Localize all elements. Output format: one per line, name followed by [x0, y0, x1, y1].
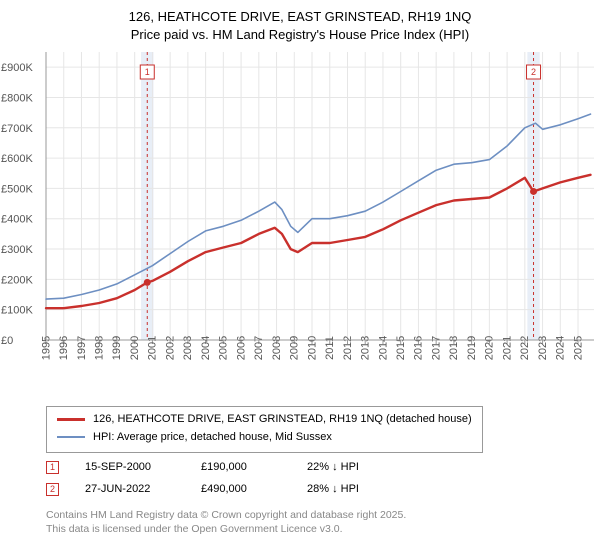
svg-text:2022: 2022 [519, 336, 531, 360]
svg-text:£400K: £400K [1, 214, 33, 226]
sale-row: 2 27-JUN-2022 £490,000 28% ↓ HPI [46, 478, 359, 500]
svg-text:£200K: £200K [1, 274, 33, 286]
svg-text:£800K: £800K [1, 92, 33, 104]
svg-text:2012: 2012 [342, 336, 354, 360]
legend-swatch [57, 436, 85, 438]
svg-text:2023: 2023 [537, 336, 549, 360]
legend-item: HPI: Average price, detached house, Mid … [57, 429, 472, 447]
attribution-line-1: Contains HM Land Registry data © Crown c… [46, 508, 406, 522]
attribution: Contains HM Land Registry data © Crown c… [46, 508, 406, 536]
svg-text:1997: 1997 [76, 336, 88, 360]
svg-text:£300K: £300K [1, 244, 33, 256]
svg-text:2015: 2015 [395, 336, 407, 360]
sale-delta: 28% ↓ HPI [307, 483, 359, 495]
svg-text:£0: £0 [1, 335, 13, 347]
svg-text:2001: 2001 [147, 336, 159, 360]
legend-swatch [57, 418, 85, 421]
svg-text:2024: 2024 [555, 336, 567, 360]
title-line-2: Price paid vs. HM Land Registry's House … [8, 26, 592, 44]
svg-text:2014: 2014 [377, 336, 389, 360]
legend-label: HPI: Average price, detached house, Mid … [93, 429, 332, 447]
svg-text:2008: 2008 [271, 336, 283, 360]
sale-price: £490,000 [201, 483, 281, 495]
svg-text:2013: 2013 [360, 336, 372, 360]
svg-text:£500K: £500K [1, 183, 33, 195]
svg-text:£600K: £600K [1, 153, 33, 165]
svg-text:1999: 1999 [111, 336, 123, 360]
page-root: 126, HEATHCOTE DRIVE, EAST GRINSTEAD, RH… [0, 0, 600, 560]
chart-title: 126, HEATHCOTE DRIVE, EAST GRINSTEAD, RH… [0, 0, 600, 45]
svg-text:2: 2 [531, 67, 536, 77]
legend-item: 126, HEATHCOTE DRIVE, EAST GRINSTEAD, RH… [57, 411, 472, 429]
svg-text:2000: 2000 [129, 336, 141, 360]
svg-text:1996: 1996 [58, 336, 70, 360]
svg-text:2019: 2019 [466, 336, 478, 360]
svg-text:2021: 2021 [501, 336, 513, 360]
svg-text:1998: 1998 [94, 336, 106, 360]
legend: 126, HEATHCOTE DRIVE, EAST GRINSTEAD, RH… [46, 406, 483, 453]
sale-date: 27-JUN-2022 [85, 483, 175, 495]
svg-text:2002: 2002 [164, 336, 176, 360]
chart-svg: £0 £100K £200K £300K £400K £500K £600K £700K £80… [0, 46, 600, 396]
attribution-line-2: This data is licensed under the Open Gov… [46, 522, 406, 536]
svg-text:2007: 2007 [253, 336, 265, 360]
sale-date: 15-SEP-2000 [85, 461, 175, 473]
svg-text:£100K: £100K [1, 305, 33, 317]
svg-text:2025: 2025 [572, 336, 584, 360]
svg-text:2005: 2005 [218, 336, 230, 360]
sale-marker-icon: 1 [46, 461, 59, 474]
sale-row: 1 15-SEP-2000 £190,000 22% ↓ HPI [46, 456, 359, 478]
svg-text:2006: 2006 [235, 336, 247, 360]
sales-table: 1 15-SEP-2000 £190,000 22% ↓ HPI 2 27-JUN-202… [46, 456, 359, 500]
svg-text:1: 1 [145, 67, 150, 77]
sale-price: £190,000 [201, 461, 281, 473]
svg-text:2018: 2018 [448, 336, 460, 360]
svg-text:2020: 2020 [484, 336, 496, 360]
title-line-1: 126, HEATHCOTE DRIVE, EAST GRINSTEAD, RH… [8, 8, 592, 26]
chart-area: £0 £100K £200K £300K £400K £500K £600K £700K £80… [0, 46, 600, 396]
svg-text:2017: 2017 [430, 336, 442, 360]
sale-delta: 22% ↓ HPI [307, 461, 359, 473]
svg-text:2016: 2016 [413, 336, 425, 360]
sale-marker-icon: 2 [46, 483, 59, 496]
svg-text:£900K: £900K [1, 62, 33, 74]
svg-text:£700K: £700K [1, 123, 33, 135]
svg-text:2010: 2010 [306, 336, 318, 360]
legend-label: 126, HEATHCOTE DRIVE, EAST GRINSTEAD, RH… [93, 411, 472, 429]
svg-text:2009: 2009 [289, 336, 301, 360]
svg-text:2004: 2004 [200, 336, 212, 360]
svg-text:2003: 2003 [182, 336, 194, 360]
